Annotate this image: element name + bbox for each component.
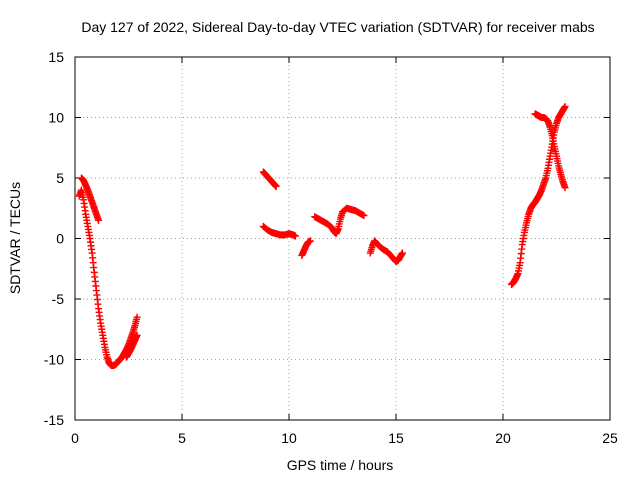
series-arc6b [531, 110, 569, 192]
y-tick-label: 15 [48, 49, 64, 65]
series-arc3 [298, 237, 314, 259]
data-point [561, 184, 569, 192]
series-arc2b [259, 222, 299, 240]
y-tick-label: -5 [52, 291, 65, 307]
data-point [95, 216, 103, 224]
x-tick-label: 15 [388, 430, 404, 446]
series-arc1a [75, 186, 141, 370]
data-point [398, 249, 406, 257]
data-points [75, 103, 569, 370]
series-arc4 [311, 204, 368, 238]
y-tick-label: 10 [48, 110, 64, 126]
x-tick-label: 20 [495, 430, 511, 446]
y-tick-label: 0 [56, 231, 64, 247]
data-point [272, 182, 280, 190]
y-tick-label: -10 [44, 352, 64, 368]
data-point [133, 331, 141, 339]
data-point [133, 313, 141, 321]
series-arc1c [122, 331, 141, 361]
x-axis-label: GPS time / hours [287, 457, 394, 473]
y-axis-label: SDTVAR / TECUs [7, 182, 23, 294]
data-point [360, 212, 368, 220]
tick-labels: 0 5 10 15 20 25 -15 -10 -5 0 5 10 15 [44, 49, 618, 446]
series-arc2a [259, 168, 280, 190]
data-point [291, 232, 299, 240]
y-tick-label: -15 [44, 412, 64, 428]
x-tick-label: 5 [178, 430, 186, 446]
series-arc1b [77, 174, 103, 224]
series-arc5 [366, 237, 406, 265]
chart-title: Day 127 of 2022, Sidereal Day-to-day VTE… [81, 19, 594, 35]
x-tick-label: 0 [71, 430, 79, 446]
series-arc6a [508, 103, 569, 288]
y-tick-label: 5 [56, 170, 64, 186]
x-tick-label: 25 [602, 430, 618, 446]
data-point [306, 237, 314, 245]
x-tick-label: 10 [281, 430, 297, 446]
grid-lines [75, 57, 610, 420]
axis-ticks [74, 56, 611, 421]
data-point [561, 103, 569, 111]
